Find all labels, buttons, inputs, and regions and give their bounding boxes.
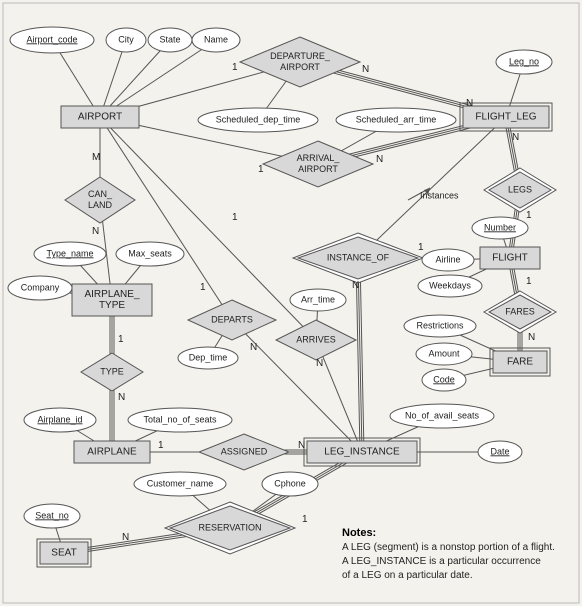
svg-text:N: N xyxy=(466,98,473,109)
svg-text:1: 1 xyxy=(200,282,206,293)
er-diagram: AIRPORTFLIGHT_LEGAIRPLANE_TYPEFLIGHTFARE… xyxy=(0,0,582,606)
svg-text:AIRPORT: AIRPORT xyxy=(298,164,338,174)
svg-text:Date: Date xyxy=(490,446,509,456)
svg-text:Seat_no: Seat_no xyxy=(35,510,69,520)
svg-text:Airplane_id: Airplane_id xyxy=(37,414,82,424)
svg-text:Total_no_of_seats: Total_no_of_seats xyxy=(143,414,217,424)
svg-text:N: N xyxy=(118,392,125,403)
svg-text:N: N xyxy=(362,64,369,75)
svg-text:Scheduled_dep_time: Scheduled_dep_time xyxy=(216,114,301,124)
svg-text:N: N xyxy=(512,132,519,143)
svg-text:Company: Company xyxy=(21,282,60,292)
svg-text:ARRIVAL_: ARRIVAL_ xyxy=(297,153,341,163)
svg-text:1: 1 xyxy=(118,334,124,345)
svg-text:N: N xyxy=(528,332,535,343)
svg-text:AIRPLANE: AIRPLANE xyxy=(87,447,137,458)
svg-text:1: 1 xyxy=(418,242,424,253)
svg-text:AIRPORT: AIRPORT xyxy=(280,62,320,72)
svg-text:Dep_time: Dep_time xyxy=(189,352,228,362)
svg-text:Leg_no: Leg_no xyxy=(509,56,539,66)
svg-text:FLIGHT: FLIGHT xyxy=(492,253,528,264)
svg-text:LEGS: LEGS xyxy=(508,184,532,194)
svg-text:Amount: Amount xyxy=(428,348,460,358)
svg-text:State: State xyxy=(159,34,180,44)
svg-text:N: N xyxy=(352,280,359,291)
svg-text:Code: Code xyxy=(433,374,455,384)
svg-text:A LEG (segment) is a nonstop p: A LEG (segment) is a nonstop portion of … xyxy=(342,542,555,553)
svg-text:TYPE: TYPE xyxy=(99,300,125,311)
svg-text:DEPARTS: DEPARTS xyxy=(211,314,253,324)
svg-text:Weekdays: Weekdays xyxy=(429,280,471,290)
svg-text:Arr_time: Arr_time xyxy=(301,294,335,304)
svg-text:Max_seats: Max_seats xyxy=(128,248,172,258)
svg-text:N: N xyxy=(122,532,129,543)
svg-text:AIRPORT: AIRPORT xyxy=(78,112,122,123)
svg-text:SEAT: SEAT xyxy=(51,548,76,559)
svg-text:N: N xyxy=(376,154,383,165)
svg-text:A LEG_INSTANCE is a particular: A LEG_INSTANCE is a particular occurrenc… xyxy=(342,556,541,567)
svg-text:N: N xyxy=(92,226,99,237)
svg-text:CAN_: CAN_ xyxy=(88,189,113,199)
svg-text:1: 1 xyxy=(158,440,164,451)
svg-text:ARRIVES: ARRIVES xyxy=(296,334,336,344)
svg-text:M: M xyxy=(92,152,100,163)
svg-text:LAND: LAND xyxy=(88,200,113,210)
svg-text:Type_name: Type_name xyxy=(46,248,93,258)
svg-text:LEG_INSTANCE: LEG_INSTANCE xyxy=(324,447,400,458)
svg-text:No_of_avail_seats: No_of_avail_seats xyxy=(405,410,480,420)
svg-text:1: 1 xyxy=(302,514,308,525)
svg-text:Number: Number xyxy=(484,222,516,232)
svg-text:Instances: Instances xyxy=(420,190,459,200)
svg-text:City: City xyxy=(118,34,134,44)
svg-text:FARES: FARES xyxy=(505,306,535,316)
svg-text:Cphone: Cphone xyxy=(274,478,306,488)
svg-text:Airline: Airline xyxy=(435,254,460,264)
svg-text:AIRPLANE_: AIRPLANE_ xyxy=(84,289,139,300)
svg-text:INSTANCE_OF: INSTANCE_OF xyxy=(327,252,390,262)
svg-text:Scheduled_arr_time: Scheduled_arr_time xyxy=(356,114,437,124)
svg-text:Notes:: Notes: xyxy=(342,527,376,539)
svg-text:1: 1 xyxy=(232,212,238,223)
svg-text:TYPE: TYPE xyxy=(100,366,124,376)
svg-text:DEPARTURE_: DEPARTURE_ xyxy=(270,51,331,61)
svg-text:1: 1 xyxy=(258,164,264,175)
svg-text:1: 1 xyxy=(232,62,238,73)
svg-text:Name: Name xyxy=(204,34,228,44)
svg-text:of a LEG on a particular date.: of a LEG on a particular date. xyxy=(342,570,473,581)
svg-text:1: 1 xyxy=(526,210,532,221)
svg-text:FLIGHT_LEG: FLIGHT_LEG xyxy=(475,112,536,123)
svg-text:N: N xyxy=(316,358,323,369)
svg-text:1: 1 xyxy=(526,276,532,287)
svg-text:Customer_name: Customer_name xyxy=(147,478,214,488)
svg-text:RESERVATION: RESERVATION xyxy=(198,522,261,532)
svg-text:N: N xyxy=(250,342,257,353)
svg-text:FARE: FARE xyxy=(507,357,533,368)
svg-text:N: N xyxy=(298,440,305,451)
svg-text:Restrictions: Restrictions xyxy=(416,320,464,330)
svg-text:ASSIGNED: ASSIGNED xyxy=(221,446,268,456)
svg-text:Airport_code: Airport_code xyxy=(26,34,77,44)
